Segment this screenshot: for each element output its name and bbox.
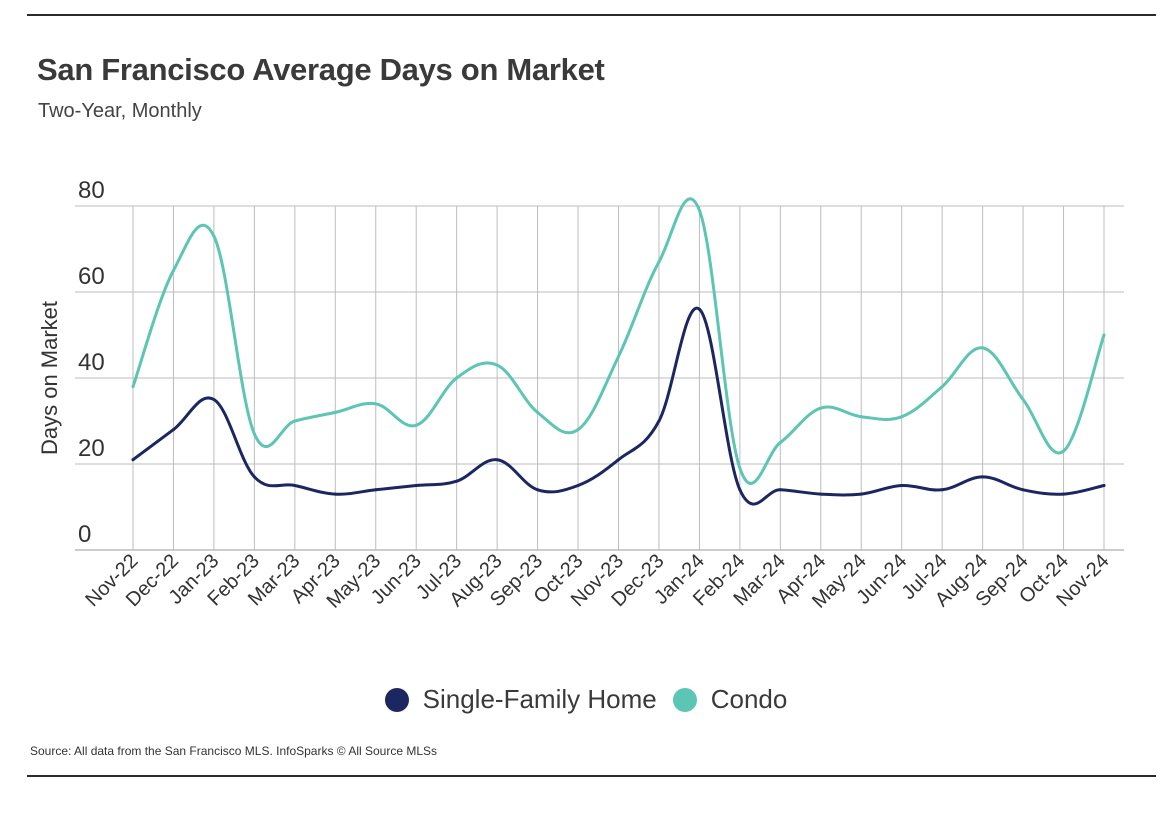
data-point-condo [1102, 333, 1106, 337]
data-point-condo [940, 385, 944, 389]
data-point-single-family-home [1102, 484, 1106, 487]
y-tick-label: 0 [78, 521, 91, 548]
data-point-single-family-home [374, 488, 378, 492]
data-point-single-family-home [455, 479, 459, 483]
y-axis-label: Days on Market [37, 301, 62, 455]
data-point-condo [576, 428, 580, 432]
data-point-condo [455, 376, 459, 380]
data-point-single-family-home [131, 458, 135, 462]
grid-layer [75, 205, 1124, 551]
x-axis-ticks: Nov-22Dec-22Jan-23Feb-23Mar-23Apr-23May-… [81, 550, 1113, 613]
data-point-condo [333, 410, 337, 414]
legend-swatch-single-family [384, 687, 409, 712]
y-tick-label: 80 [78, 177, 105, 204]
data-point-condo [819, 406, 823, 410]
data-point-single-family-home [495, 458, 499, 462]
data-point-single-family-home [859, 492, 863, 496]
data-point-single-family-home [1021, 488, 1025, 492]
data-point-single-family-home [414, 484, 418, 487]
legend-item-single-family: Single-Family Home [384, 684, 657, 715]
series-layer [131, 197, 1106, 506]
legend-item-condo: Condo [672, 684, 788, 715]
data-point-single-family-home [940, 488, 944, 492]
data-point-condo [981, 346, 985, 350]
data-point-condo [212, 234, 216, 238]
legend-label-condo: Condo [710, 684, 788, 714]
data-point-condo [252, 432, 256, 436]
data-point-single-family-home [333, 492, 337, 496]
data-point-condo [778, 441, 782, 444]
top-divider [27, 14, 1156, 16]
y-tick-label: 40 [78, 349, 105, 376]
data-point-condo [171, 269, 175, 272]
data-point-condo [657, 260, 661, 264]
data-point-condo [900, 415, 904, 419]
line-chart: 0 20 40 60 80 Nov-22Dec-22Jan-23Feb-23Mar-23… [37, 177, 1124, 613]
data-point-single-family-home [536, 488, 540, 492]
data-point-single-family-home [576, 484, 580, 487]
data-point-condo [374, 402, 378, 406]
data-point-single-family-home [171, 428, 175, 432]
data-point-condo [131, 385, 135, 389]
data-point-single-family-home [617, 458, 620, 462]
source-note: Source: All data from the San Francisco … [30, 744, 438, 758]
data-point-single-family-home [293, 484, 297, 487]
data-point-single-family-home [981, 475, 985, 479]
bottom-divider [27, 775, 1156, 777]
y-axis-ticks: 0 20 40 60 80 [78, 177, 105, 548]
data-point-single-family-home [212, 398, 216, 401]
data-point-condo [697, 208, 701, 212]
data-point-condo [617, 355, 620, 358]
data-point-condo [414, 423, 418, 427]
legend: Single-Family Home Condo [0, 684, 1172, 715]
data-point-condo [1062, 449, 1066, 453]
legend-swatch-condo [672, 687, 697, 712]
data-point-condo [859, 415, 863, 419]
data-point-single-family-home [778, 488, 782, 492]
data-point-single-family-home [738, 488, 742, 492]
data-point-single-family-home [657, 419, 661, 423]
data-point-single-family-home [900, 484, 904, 487]
y-tick-label: 60 [78, 263, 105, 290]
data-point-single-family-home [1062, 492, 1066, 496]
data-point-condo [738, 466, 742, 470]
data-point-single-family-home [819, 492, 823, 496]
chart-title: San Francisco Average Days on Market [37, 52, 605, 87]
data-point-condo [293, 419, 297, 423]
chart-subtitle: Two-Year, Monthly [38, 100, 202, 122]
data-point-condo [536, 410, 540, 414]
y-tick-label: 20 [78, 435, 105, 462]
data-point-condo [495, 363, 499, 367]
data-point-condo [1021, 398, 1025, 401]
data-point-single-family-home [697, 307, 701, 311]
legend-label-single-family: Single-Family Home [422, 684, 657, 714]
data-point-single-family-home [252, 475, 256, 479]
